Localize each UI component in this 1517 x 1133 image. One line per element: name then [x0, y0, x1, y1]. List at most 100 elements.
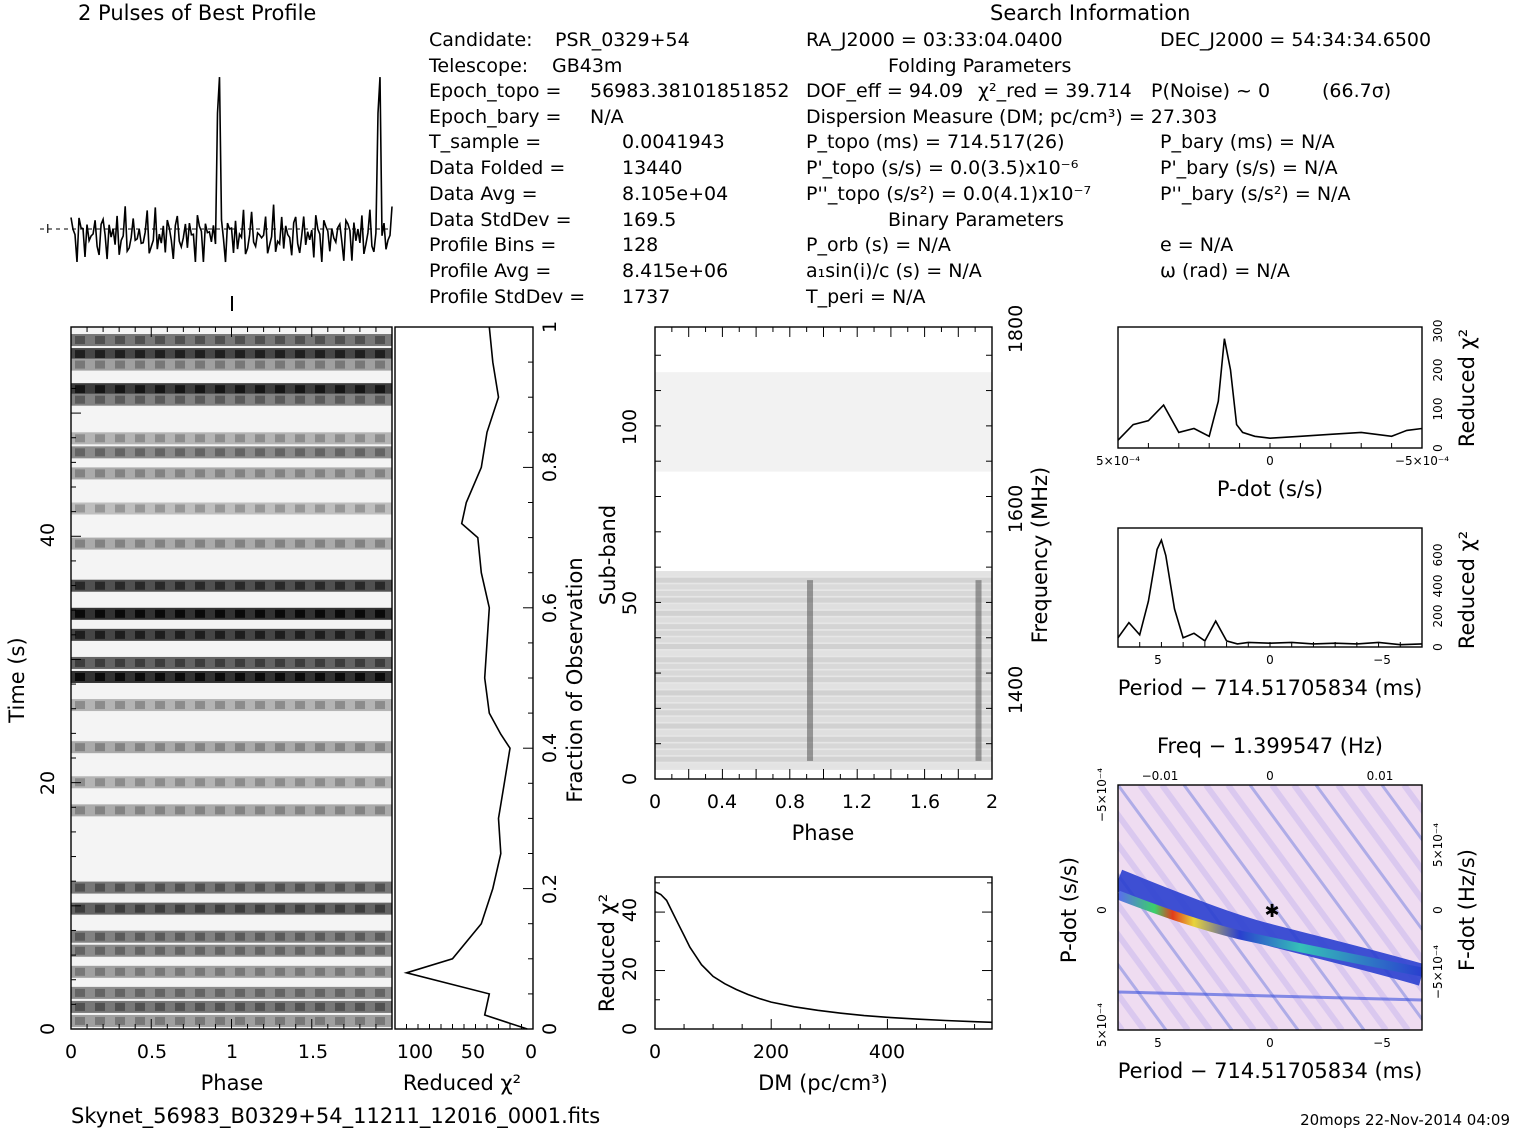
tp-band-segment — [215, 778, 225, 787]
pd-ytick-1: 100 — [1431, 398, 1445, 421]
tp-band-segment — [295, 658, 305, 667]
tp-band-segment — [215, 539, 225, 548]
tp-band-segment — [235, 967, 245, 976]
tp-band-segment — [255, 988, 265, 997]
tp-band-segment — [175, 336, 185, 345]
tp-band-segment — [195, 778, 205, 787]
tp-band-segment — [95, 1016, 105, 1025]
tp-band-segment — [335, 448, 345, 457]
tp-band-segment — [155, 806, 165, 815]
tp-band-segment — [95, 448, 105, 457]
tp-band-segment — [75, 581, 85, 590]
pd-xtick-0: 5×10⁻⁴ — [1096, 454, 1140, 468]
tp-band-segment — [215, 883, 225, 892]
tp-band-segment — [335, 609, 345, 618]
tp-band-segment — [235, 701, 245, 710]
tp-band-segment — [355, 539, 365, 548]
info-telescope-label: Telescope: — [428, 55, 528, 77]
tp-band-segment — [175, 581, 185, 590]
tp-band-segment — [375, 385, 385, 394]
tp-band-segment — [375, 806, 385, 815]
tp-band-segment — [375, 336, 385, 345]
tp-band-segment — [275, 904, 285, 913]
tp-band-segment — [195, 658, 205, 667]
tp-band-segment — [175, 932, 185, 941]
tp-band-segment — [335, 1016, 345, 1025]
tp-band-segment — [235, 609, 245, 618]
tp-band-segment — [295, 469, 305, 478]
tp-band — [71, 383, 392, 396]
tp-band-segment — [135, 778, 145, 787]
tp-band — [71, 902, 392, 915]
tp-band-segment — [355, 932, 365, 941]
tp-band-segment — [95, 336, 105, 345]
tp-band-segment — [355, 630, 365, 639]
tp-band-segment — [295, 967, 305, 976]
tp-band-segment — [295, 946, 305, 955]
tp-band-segment — [295, 806, 305, 815]
cf-ytick-2: 0.4 — [539, 733, 561, 763]
tp-band-segment — [315, 1016, 325, 1025]
tp-band-segment — [95, 883, 105, 892]
tp-band-segment — [135, 701, 145, 710]
search-sigma: (66.7σ) — [1322, 80, 1391, 102]
tp-band-segment — [275, 743, 285, 752]
pp-ytick-1: 200 — [1431, 605, 1445, 628]
tp-xtick-1: 0.5 — [137, 1041, 167, 1063]
tp-band-segment — [335, 350, 345, 359]
chi2-dm-curve — [654, 890, 993, 1024]
tp-band-segment — [355, 360, 365, 369]
tp-band-segment — [75, 967, 85, 976]
tp-band-segment — [275, 932, 285, 941]
pp-ytick-2: 400 — [1431, 575, 1445, 598]
tp-band-segment — [115, 581, 125, 590]
info-tsample-label: T_sample = — [428, 131, 541, 153]
search-pdtopo: P'_topo (s/s) = 0.0(3.5)x10⁻⁶ — [806, 157, 1078, 179]
cf-ytick-5: 1 — [539, 321, 561, 333]
tp-band-segment — [355, 988, 365, 997]
tp-band-segment — [75, 743, 85, 752]
pd-xtick-1: 0 — [1266, 454, 1274, 468]
tp-band-segment — [135, 967, 145, 976]
info-telescope-value: GB43m — [552, 55, 622, 77]
tp-band-segment — [355, 1016, 365, 1025]
tp-band-segment — [335, 1002, 345, 1011]
tp-band-segment — [75, 701, 85, 710]
ppd-xtick-1: 0 — [1266, 1036, 1274, 1050]
tp-band-segment — [275, 395, 285, 404]
ppd-ytick-1: 0 — [1095, 906, 1109, 914]
tp-band — [71, 881, 392, 894]
tp-band-segment — [115, 988, 125, 997]
tp-band-segment — [315, 743, 325, 752]
tp-band-segment — [115, 336, 125, 345]
tp-band-segment — [115, 434, 125, 443]
tp-band-segment — [175, 395, 185, 404]
tp-band-segment — [315, 385, 325, 394]
tp-band-segment — [115, 395, 125, 404]
tp-band-segment — [95, 658, 105, 667]
tp-band-segment — [375, 778, 385, 787]
tp-band-segment — [195, 539, 205, 548]
tp-band-segment — [335, 658, 345, 667]
tp-band — [71, 334, 392, 347]
tp-band-segment — [255, 469, 265, 478]
tp-band-segment — [215, 630, 225, 639]
tp-band-segment — [195, 609, 205, 618]
tp-band-segment — [355, 350, 365, 359]
tp-band-segment — [315, 448, 325, 457]
ppd-ylabel: P-dot (s/s) — [1057, 857, 1081, 963]
tp-band-segment — [255, 1016, 265, 1025]
tp-band-segment — [155, 395, 165, 404]
tp-band-segment — [275, 967, 285, 976]
tp-band-segment — [355, 967, 365, 976]
tp-band-segment — [355, 883, 365, 892]
tp-band-segment — [355, 806, 365, 815]
tp-band-segment — [195, 967, 205, 976]
tp-band-segment — [355, 395, 365, 404]
cf-xtick-0: 100 — [397, 1041, 433, 1063]
dm-ytick-1: 20 — [619, 957, 641, 981]
tp-band-segment — [215, 336, 225, 345]
tp-band-segment — [215, 701, 225, 710]
tp-band-segment — [315, 658, 325, 667]
tp-band-segment — [155, 385, 165, 394]
